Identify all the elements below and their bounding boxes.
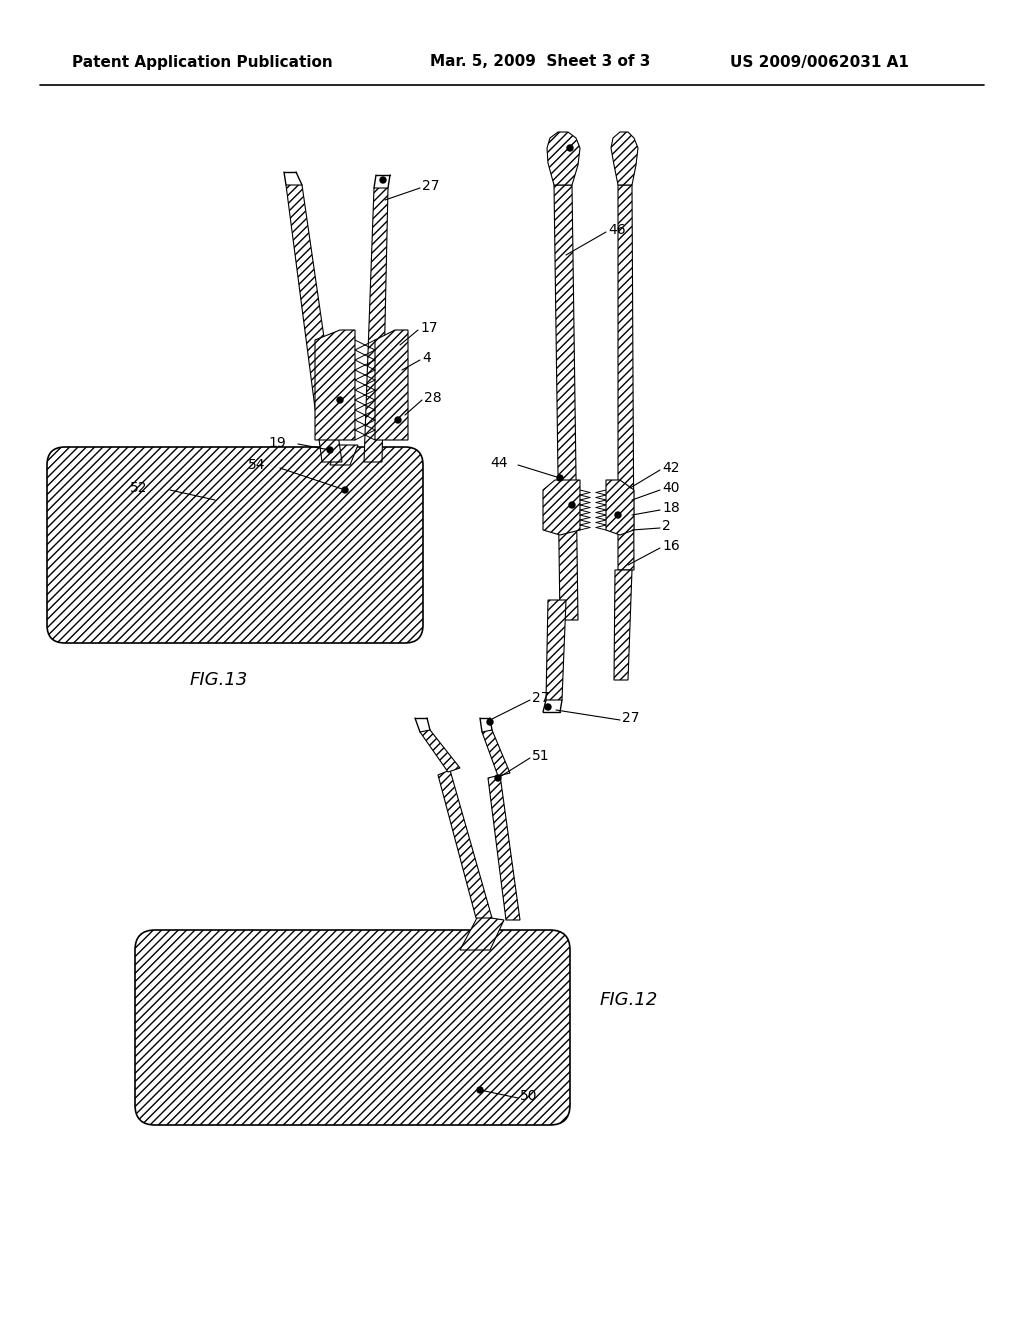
Text: 54: 54 [248, 458, 265, 473]
Polygon shape [420, 730, 460, 772]
Circle shape [557, 475, 563, 480]
Text: 28: 28 [424, 391, 441, 405]
Text: 51: 51 [532, 748, 550, 763]
FancyBboxPatch shape [47, 447, 423, 643]
Circle shape [337, 397, 343, 403]
Circle shape [495, 775, 501, 781]
Text: 27: 27 [622, 711, 640, 725]
Text: 17: 17 [420, 321, 437, 335]
Text: 40: 40 [662, 480, 680, 495]
Polygon shape [488, 775, 520, 920]
Text: FIG.13: FIG.13 [190, 671, 249, 689]
Polygon shape [286, 185, 342, 462]
Text: 44: 44 [490, 455, 508, 470]
Text: 4: 4 [422, 351, 431, 366]
Circle shape [615, 512, 621, 517]
Polygon shape [460, 916, 504, 950]
FancyBboxPatch shape [135, 931, 570, 1125]
Text: 27: 27 [532, 690, 550, 705]
Circle shape [545, 704, 551, 710]
Polygon shape [438, 770, 492, 917]
Text: 2: 2 [662, 519, 671, 533]
Polygon shape [375, 330, 408, 440]
Polygon shape [546, 601, 566, 700]
Circle shape [395, 417, 401, 422]
Circle shape [487, 719, 493, 725]
Circle shape [477, 1086, 483, 1093]
Polygon shape [482, 730, 510, 776]
Circle shape [327, 447, 333, 453]
Polygon shape [547, 132, 580, 185]
Polygon shape [554, 185, 578, 620]
Polygon shape [606, 480, 634, 535]
Polygon shape [364, 187, 388, 462]
Text: 52: 52 [130, 480, 147, 495]
Text: 27: 27 [422, 180, 439, 193]
Text: Patent Application Publication: Patent Application Publication [72, 54, 333, 70]
Text: 42: 42 [662, 461, 680, 475]
Circle shape [380, 177, 386, 183]
Polygon shape [543, 480, 580, 535]
Text: FIG.12: FIG.12 [600, 991, 658, 1008]
Polygon shape [330, 445, 358, 465]
Polygon shape [618, 185, 634, 570]
Polygon shape [611, 132, 638, 185]
Text: US 2009/0062031 A1: US 2009/0062031 A1 [730, 54, 909, 70]
Text: 19: 19 [268, 436, 286, 450]
Circle shape [569, 502, 575, 508]
Text: 50: 50 [520, 1089, 538, 1104]
Text: Mar. 5, 2009  Sheet 3 of 3: Mar. 5, 2009 Sheet 3 of 3 [430, 54, 650, 70]
Polygon shape [614, 570, 632, 680]
Text: 46: 46 [608, 223, 626, 238]
Circle shape [342, 487, 348, 492]
Text: 18: 18 [662, 502, 680, 515]
Polygon shape [315, 330, 355, 440]
Circle shape [567, 145, 573, 150]
Text: 16: 16 [662, 539, 680, 553]
